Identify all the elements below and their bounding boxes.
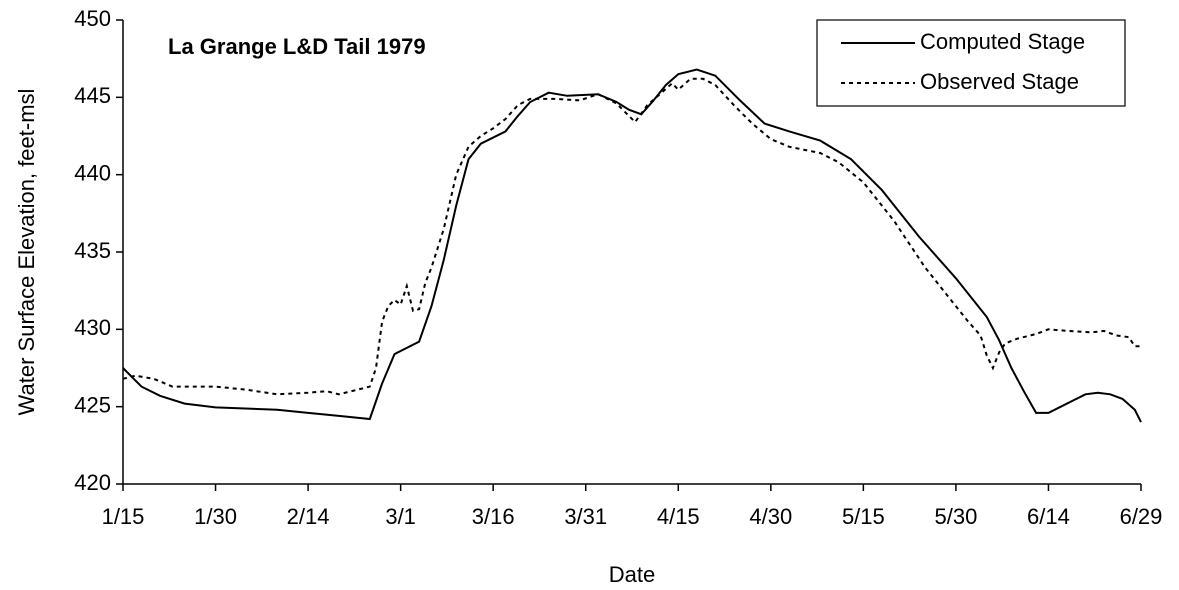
x-tick-label: 3/1 — [385, 504, 416, 529]
chart-title: La Grange L&D Tail 1979 — [168, 34, 426, 59]
x-tick-label: 1/30 — [194, 504, 237, 529]
x-axis-label: Date — [609, 562, 655, 587]
x-tick-label: 6/14 — [1027, 504, 1070, 529]
y-tick-label: 445 — [74, 83, 111, 108]
x-tick-label: 5/15 — [842, 504, 885, 529]
y-tick-label: 440 — [74, 160, 111, 185]
x-tick-label: 6/29 — [1120, 504, 1163, 529]
x-tick-label: 2/14 — [287, 504, 330, 529]
legend-label: Computed Stage — [920, 29, 1085, 54]
y-tick-label: 430 — [74, 315, 111, 340]
x-tick-label: 1/15 — [102, 504, 145, 529]
y-tick-label: 435 — [74, 238, 111, 263]
series-line — [122, 77, 1141, 396]
legend-box — [816, 19, 1126, 107]
y-tick-label: 425 — [74, 392, 111, 417]
y-tick-label: 420 — [74, 470, 111, 495]
y-tick-label: 450 — [74, 6, 111, 31]
series-line — [122, 68, 1142, 423]
x-tick-label: 5/30 — [934, 504, 977, 529]
x-tick-label: 4/30 — [749, 504, 792, 529]
legend-label: Observed Stage — [920, 69, 1079, 94]
x-tick-label: 4/15 — [657, 504, 700, 529]
y-axis-label: Water Surface Elevation, feet-msl — [14, 89, 39, 416]
x-tick-label: 3/16 — [472, 504, 515, 529]
x-tick-label: 3/31 — [564, 504, 607, 529]
